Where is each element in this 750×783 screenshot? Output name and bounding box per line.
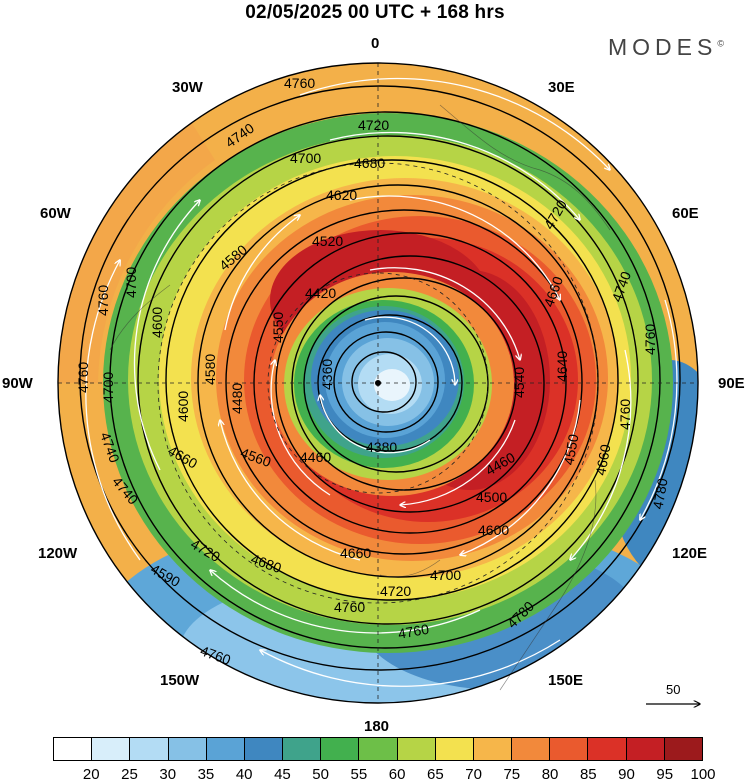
contour-label: 4620	[326, 187, 357, 203]
color-bar-ticks: 20 25 30 35 40 45 50 55 60 65 70 75 80 85 90 95 100	[0, 766, 750, 783]
lon-label-30e: 30E	[548, 79, 575, 96]
color-bar-swatch	[130, 738, 169, 760]
color-bar-swatch	[435, 738, 474, 760]
color-bar-tick-label: 45	[274, 766, 291, 783]
contour-label: 4640	[554, 351, 570, 382]
contour-label: 4760	[334, 599, 365, 615]
contour-label: 4760	[642, 324, 658, 355]
color-bar-tick-label: 70	[465, 766, 482, 783]
color-bar-swatch	[588, 738, 627, 760]
height-contours	[79, 85, 681, 671]
contour-label: 4600	[478, 522, 509, 538]
contour-label: 4760	[397, 621, 431, 642]
color-bar-swatch	[244, 738, 284, 760]
color-bar-swatch	[359, 738, 398, 760]
contour-label: 4680	[354, 155, 385, 171]
contour-label: 4540	[511, 367, 527, 398]
contour-label: 4480	[229, 383, 245, 414]
color-bar-tick-label: 95	[656, 766, 674, 783]
contour-label: 4760	[617, 399, 633, 430]
lon-label-0: 0	[371, 35, 380, 52]
wind-streamlines	[85, 77, 678, 687]
contour-label: 4660	[592, 443, 613, 477]
color-bar-tick-label: 75	[503, 766, 521, 783]
contour-label: 4380	[366, 439, 397, 455]
contour-label: 4600	[149, 307, 165, 338]
color-bar-tick-label: 100	[690, 766, 716, 783]
lon-label-120e: 120E	[672, 545, 708, 562]
contour-label: 4460	[300, 449, 331, 465]
color-bar-swatch	[473, 738, 513, 760]
lon-label-120w: 120W	[38, 545, 78, 562]
vector-scale-label: 50	[666, 682, 681, 697]
color-bar-swatch	[92, 738, 131, 760]
contour-label: 4550	[560, 433, 581, 467]
color-bar-swatch	[664, 738, 702, 760]
color-bar-tick-label: 55	[350, 766, 368, 783]
map-title: 02/05/2025 00 UTC + 168 hrs	[245, 2, 505, 23]
color-bar-swatch	[168, 738, 207, 760]
color-bar-swatch	[206, 738, 245, 760]
lon-label-180: 180	[364, 718, 390, 735]
color-bar-tick-label: 40	[235, 766, 253, 783]
color-bar-tick-label: 20	[82, 766, 100, 783]
contour-label: 4760	[284, 75, 315, 91]
lon-label-60w: 60W	[40, 205, 71, 222]
contour-label: 4780	[649, 477, 670, 511]
color-bar-swatch	[626, 738, 665, 760]
contour-label: 4520	[312, 233, 343, 249]
contour-label: 4580	[202, 354, 218, 385]
color-bar-tick-label: 80	[541, 766, 559, 783]
brand-mark: ©	[717, 38, 724, 49]
contour-label: 4700	[290, 150, 321, 166]
contour-label: 4600	[175, 391, 191, 422]
contour-label: 4360	[319, 359, 335, 390]
color-bar-swatch	[321, 738, 360, 760]
lon-label-60e: 60E	[672, 205, 699, 222]
contour-label: 4420	[305, 285, 336, 301]
color-bar	[53, 737, 703, 761]
color-bar-swatch	[550, 738, 589, 760]
contour-label: 4700	[430, 567, 461, 583]
contour-label: 4720	[358, 117, 389, 133]
contour-label: 4700	[100, 372, 116, 403]
color-bar-tick-label: 65	[427, 766, 444, 783]
contour-label: 4720	[380, 583, 411, 599]
contour-label: 4550	[270, 312, 286, 343]
contour-label: 4660	[340, 545, 371, 561]
color-bar-tick-label: 60	[388, 766, 406, 783]
color-bar-swatch	[283, 738, 322, 760]
lon-label-90e: 90E	[718, 375, 745, 392]
contour-label: 4700	[123, 267, 139, 298]
color-bar-tick-label: 35	[197, 766, 215, 783]
coastlines	[109, 104, 611, 691]
lon-label-150e: 150E	[548, 672, 584, 689]
lon-label-90w: 90W	[2, 375, 33, 392]
contour-label: 4500	[476, 489, 507, 505]
lon-label-150w: 150W	[160, 672, 200, 689]
color-bar-swatch	[397, 738, 436, 760]
color-bar-tick-label: 90	[618, 766, 635, 783]
brand-logo: MODES©	[608, 34, 724, 61]
brand-name: MODES	[608, 34, 718, 60]
map-boundary	[57, 62, 699, 704]
contour-label: 4760	[95, 285, 111, 316]
contour-label: 4760	[75, 362, 91, 393]
color-bar-swatch	[54, 738, 93, 760]
color-bar-swatch	[512, 738, 551, 760]
color-bar-tick-label: 25	[121, 766, 138, 783]
color-bar-tick-label: 30	[159, 766, 177, 783]
pole-marker	[375, 380, 381, 386]
color-bar-tick-label: 85	[579, 766, 597, 783]
color-bar-tick-label: 50	[312, 766, 329, 783]
lon-label-30w: 30W	[172, 79, 203, 96]
